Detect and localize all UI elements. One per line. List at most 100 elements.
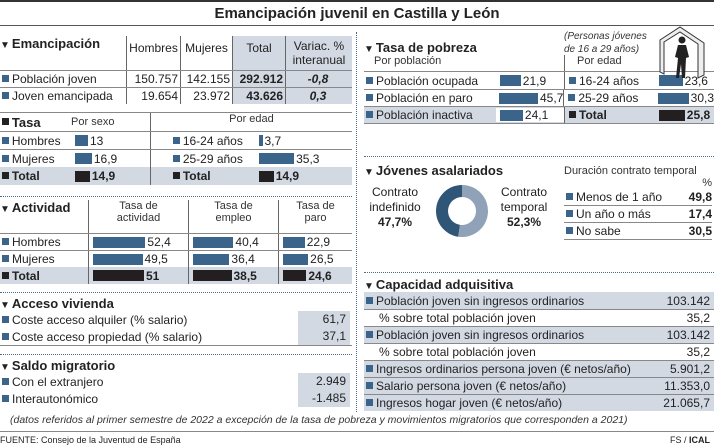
table-row: Con el extranjero 2.949: [0, 373, 352, 390]
footer: FUENTE: Consejo de la Juventud de España…: [0, 431, 714, 446]
bar-value: 23,6: [684, 73, 708, 88]
row-label: Hombres: [11, 133, 61, 148]
tasa-por-edad-label: Por edad: [149, 113, 352, 131]
bar-value: 21,9: [522, 73, 547, 88]
bar-value: 22,9: [306, 235, 331, 249]
bar-cell: 24,6: [278, 267, 352, 284]
column-divider: [356, 32, 357, 412]
col-tasa-empleo: Tasa de empleo: [188, 200, 278, 233]
table-row: Mujeres 16,9 25-29 años 35,3: [0, 149, 352, 167]
pobreza-section: (Personas jóvenes de 16 a 29 años) Tasa …: [364, 26, 714, 124]
row-label: Población en paro: [375, 91, 473, 105]
value-bar: [74, 135, 88, 146]
row-value: 5.901,2: [669, 362, 710, 376]
indefinido-value: 47,7%: [377, 215, 413, 229]
page-title: Emancipación juvenil en Castilla y León: [0, 0, 714, 26]
table-row: Coste acceso alquiler (% salario) 61,7: [0, 311, 352, 328]
cell-3: -0,8: [285, 71, 352, 87]
donut-slice-indefinido: [435, 185, 462, 237]
table-row: Un año o más 17,4: [564, 206, 712, 223]
temporal-label: Contrato temporal 52,3%: [494, 185, 554, 230]
vivienda-section: Acceso vivienda Coste acceso alquiler (%…: [0, 292, 352, 346]
table-row: Población en paro 45,7 25-29 años 30,3: [364, 89, 714, 106]
bullet-icon: [366, 94, 373, 101]
duration-title: Duración contrato temporal: [564, 165, 697, 177]
bullet-icon: [2, 238, 9, 245]
bullet-icon: [568, 94, 576, 101]
table-row: Joven emancipada 19.654 23.972 43.626 0,3: [0, 87, 352, 104]
row-label: Total: [579, 108, 607, 122]
emancipacion-section: Emancipación Hombres Mujeres Total Varia…: [0, 36, 352, 104]
value-bar: [93, 236, 146, 248]
bar-value: 30,3: [690, 91, 714, 105]
bullet-icon: [2, 394, 9, 402]
row-value: 35,2: [686, 345, 710, 359]
table-row: Salario persona joven (€ netos/año) 11.35…: [364, 377, 714, 394]
bar-cell: 14,9: [71, 169, 150, 183]
row-value: 35,2: [686, 311, 710, 325]
credit-fs: FS /: [669, 435, 689, 445]
source: FUENTE: Consejo de la Juventud de España: [0, 435, 181, 445]
bullet-icon: [366, 382, 373, 389]
bullet-icon: [566, 227, 573, 234]
total-bar: [258, 170, 274, 182]
donut-slice-temporal: [458, 185, 488, 237]
bullet-icon: [2, 377, 9, 385]
capacidad-heading: Capacidad adquisitiva: [364, 277, 714, 292]
age-cell: Total 25,8: [564, 107, 714, 123]
row-value: 37,1: [298, 328, 350, 345]
bar-cell: 51: [88, 267, 188, 284]
total-bar: [74, 170, 90, 182]
value-bar: [258, 135, 263, 146]
col-tasa-paro: Tasa de paro: [278, 200, 352, 233]
bar-value: 36,4: [231, 252, 255, 266]
value-bar: [499, 92, 538, 104]
table-row: Población joven 150.757 142.155 292.912 -0,8: [0, 70, 352, 87]
bar-cell: 38,5: [188, 267, 278, 284]
value-bar: [500, 109, 523, 121]
row-label: Ingresos hogar joven (€ netos/año): [376, 396, 563, 410]
table-row: % sobre total población joven 35,2: [364, 309, 714, 326]
cell-2: 292.912: [232, 71, 285, 87]
age-cell: 16-24 años 23,6: [564, 72, 714, 89]
row-label: Joven emancipada: [12, 89, 113, 103]
subtitle: (Personas jóvenes de 16 a 29 años): [564, 31, 647, 55]
asalariados-heading: Jóvenes asalariados: [364, 163, 714, 178]
table-row: Ingresos hogar joven (€ netos/año) 21.065…: [364, 394, 714, 411]
row-value: 17,4: [688, 207, 712, 221]
row-label: Salario persona joven (€ netos/año): [376, 379, 567, 393]
duration-table: Duración contrato temporal % Menos de 1 …: [564, 165, 712, 240]
cell-2: 43.626: [232, 88, 285, 104]
capacidad-section: Capacidad adquisitiva Población joven si…: [364, 272, 714, 411]
bar-value: 49,5: [144, 252, 168, 266]
bullet-icon: [2, 255, 9, 262]
bar-cell: 22,9: [278, 234, 352, 250]
col-mujeres: Mujeres: [180, 36, 232, 70]
bullet-icon: [569, 76, 576, 84]
migratorio-heading: Saldo migratorio: [0, 358, 352, 373]
bullet-icon: [172, 172, 180, 179]
bar-cell: 45,7: [495, 91, 563, 105]
total-bar: [93, 270, 144, 281]
bullet-icon: [172, 136, 180, 144]
actividad-section: Actividad Tasa de actividad Tasa de empl…: [0, 196, 352, 284]
indefinido-label-2: indefinido: [369, 200, 421, 214]
table-row: No sabe 30,5: [564, 223, 712, 240]
table-row: Total 14,9 Total 14,9: [0, 167, 352, 185]
table-row: Mujeres 49,5 36,4 26,5: [0, 250, 352, 267]
row-label: % sobre total población joven: [379, 311, 536, 325]
row-label: Un año o más: [576, 207, 651, 221]
bar-value: 38,5: [233, 268, 257, 283]
col-hombres: Hombres: [126, 36, 180, 70]
bullet-icon: [2, 118, 9, 125]
table-row: Total 51 38,5 24,6: [0, 267, 352, 284]
value-bar: [659, 75, 683, 86]
bullet-icon: [366, 111, 373, 118]
row-label: Mujeres: [11, 151, 55, 166]
bar-cell: 24,1: [496, 108, 564, 122]
bullet-icon: [366, 331, 373, 338]
value-bar: [193, 236, 234, 248]
table-row: Población ocupada 21,9 16-24 años 23,6: [364, 72, 714, 89]
bullet-icon: [569, 111, 576, 118]
asalariados-section: Jóvenes asalariados Contrato indefinido …: [364, 156, 714, 256]
